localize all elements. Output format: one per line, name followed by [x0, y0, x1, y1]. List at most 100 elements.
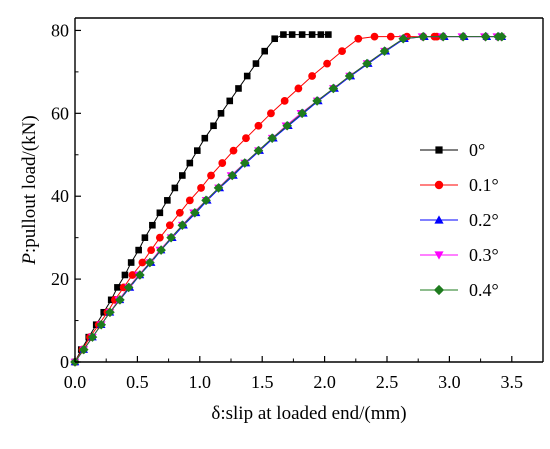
data-point [166, 232, 176, 243]
data-point [127, 259, 135, 266]
data-point [190, 207, 200, 218]
data-point [227, 170, 238, 181]
data-point [128, 271, 137, 279]
data-point [261, 47, 268, 55]
x-tick-label: 3.5 [501, 372, 524, 392]
data-point [308, 31, 316, 38]
x-tick-label: 0.5 [126, 372, 149, 392]
data-point [254, 121, 263, 130]
legend-marker [434, 251, 444, 260]
x-tick-label: 0.0 [64, 372, 87, 392]
data-point [197, 184, 205, 192]
y-tick-label: 0 [60, 352, 69, 372]
data-point [308, 72, 317, 80]
legend: 0° 0.1° 0.2° 0.3° 0.4° [420, 140, 499, 300]
x-tick-label: 2.0 [313, 372, 336, 392]
data-point [175, 208, 184, 217]
data-point [171, 184, 179, 192]
data-point [252, 60, 260, 67]
data-point [194, 147, 201, 154]
data-point [213, 183, 224, 193]
legend-item-3: 0.3° [420, 245, 499, 265]
data-point [217, 110, 225, 117]
data-point [138, 258, 147, 267]
data-point [325, 31, 332, 38]
data-point [458, 31, 468, 42]
data-point [186, 159, 194, 167]
data-point [418, 31, 428, 42]
data-point [267, 133, 277, 143]
data-point [297, 108, 307, 119]
axes-layer: 0.0 0.5 1.0 1.5 2.0 2.5 3.0 3.5 0 20 40 60 80 [51, 17, 544, 392]
data-point [312, 96, 322, 106]
data-point [165, 221, 174, 230]
data-point [280, 96, 289, 105]
data-point [135, 246, 142, 254]
data-point [78, 344, 89, 355]
data-point [155, 233, 164, 242]
y-tick-label: 60 [51, 103, 69, 123]
data-point [177, 220, 188, 231]
data-point [398, 33, 409, 44]
data-point [253, 145, 264, 156]
data-point [185, 196, 194, 205]
data-point [317, 31, 325, 38]
legend-label: 0.1° [469, 175, 499, 195]
data-point [338, 47, 346, 56]
y-tick-label: 40 [51, 186, 69, 206]
data-point [114, 284, 121, 291]
data-point [218, 159, 227, 167]
data-point [179, 172, 186, 179]
series-line-2 [74, 36, 502, 363]
data-point [115, 295, 125, 305]
data-point [362, 58, 372, 69]
data-point [282, 120, 292, 131]
y-axis-title-symbol: P [19, 253, 40, 266]
data-point [201, 195, 211, 206]
legend-marker [435, 146, 443, 154]
data-point [386, 32, 395, 41]
series-4 [70, 31, 507, 367]
data-point [87, 332, 98, 342]
data-point [201, 134, 209, 142]
data-point [156, 245, 166, 255]
data-point [344, 71, 355, 81]
data-point [379, 46, 390, 56]
series-line-3 [74, 36, 501, 363]
data-point [235, 85, 242, 92]
data-point [280, 31, 287, 38]
data-point [226, 97, 234, 105]
data-point [229, 146, 238, 155]
data-point [145, 257, 155, 268]
data-point [210, 122, 217, 130]
legend-item-0: 0° [420, 140, 485, 160]
y-tick-label: 20 [51, 269, 69, 289]
series-3 [70, 33, 505, 367]
data-point [121, 271, 129, 279]
legend-label: 0.2° [469, 210, 499, 230]
data-point [480, 31, 491, 42]
series-line-4 [74, 36, 502, 363]
data-point [207, 171, 215, 180]
legend-marker [434, 215, 444, 224]
data-point [242, 134, 250, 143]
x-axis-title: δ:slip at loaded end/(mm) [211, 403, 406, 424]
legend-label: 0.3° [469, 245, 499, 265]
legend-label: 0.4° [469, 280, 499, 300]
legend-item-2: 0.2° [420, 210, 499, 230]
data-point [438, 31, 448, 42]
data-point [135, 270, 145, 280]
data-point [123, 282, 134, 293]
legend-item-4: 0.4° [420, 280, 499, 300]
data-point [149, 221, 156, 229]
data-point [141, 234, 149, 241]
data-point [267, 109, 275, 118]
x-tick-label: 1.0 [189, 372, 212, 392]
y-axis-title: P:pullout load/(kN) [19, 115, 40, 265]
data-point [156, 209, 164, 217]
series-line-1 [74, 36, 437, 363]
series-1 [71, 32, 441, 366]
x-tick-label: 2.5 [376, 372, 399, 392]
